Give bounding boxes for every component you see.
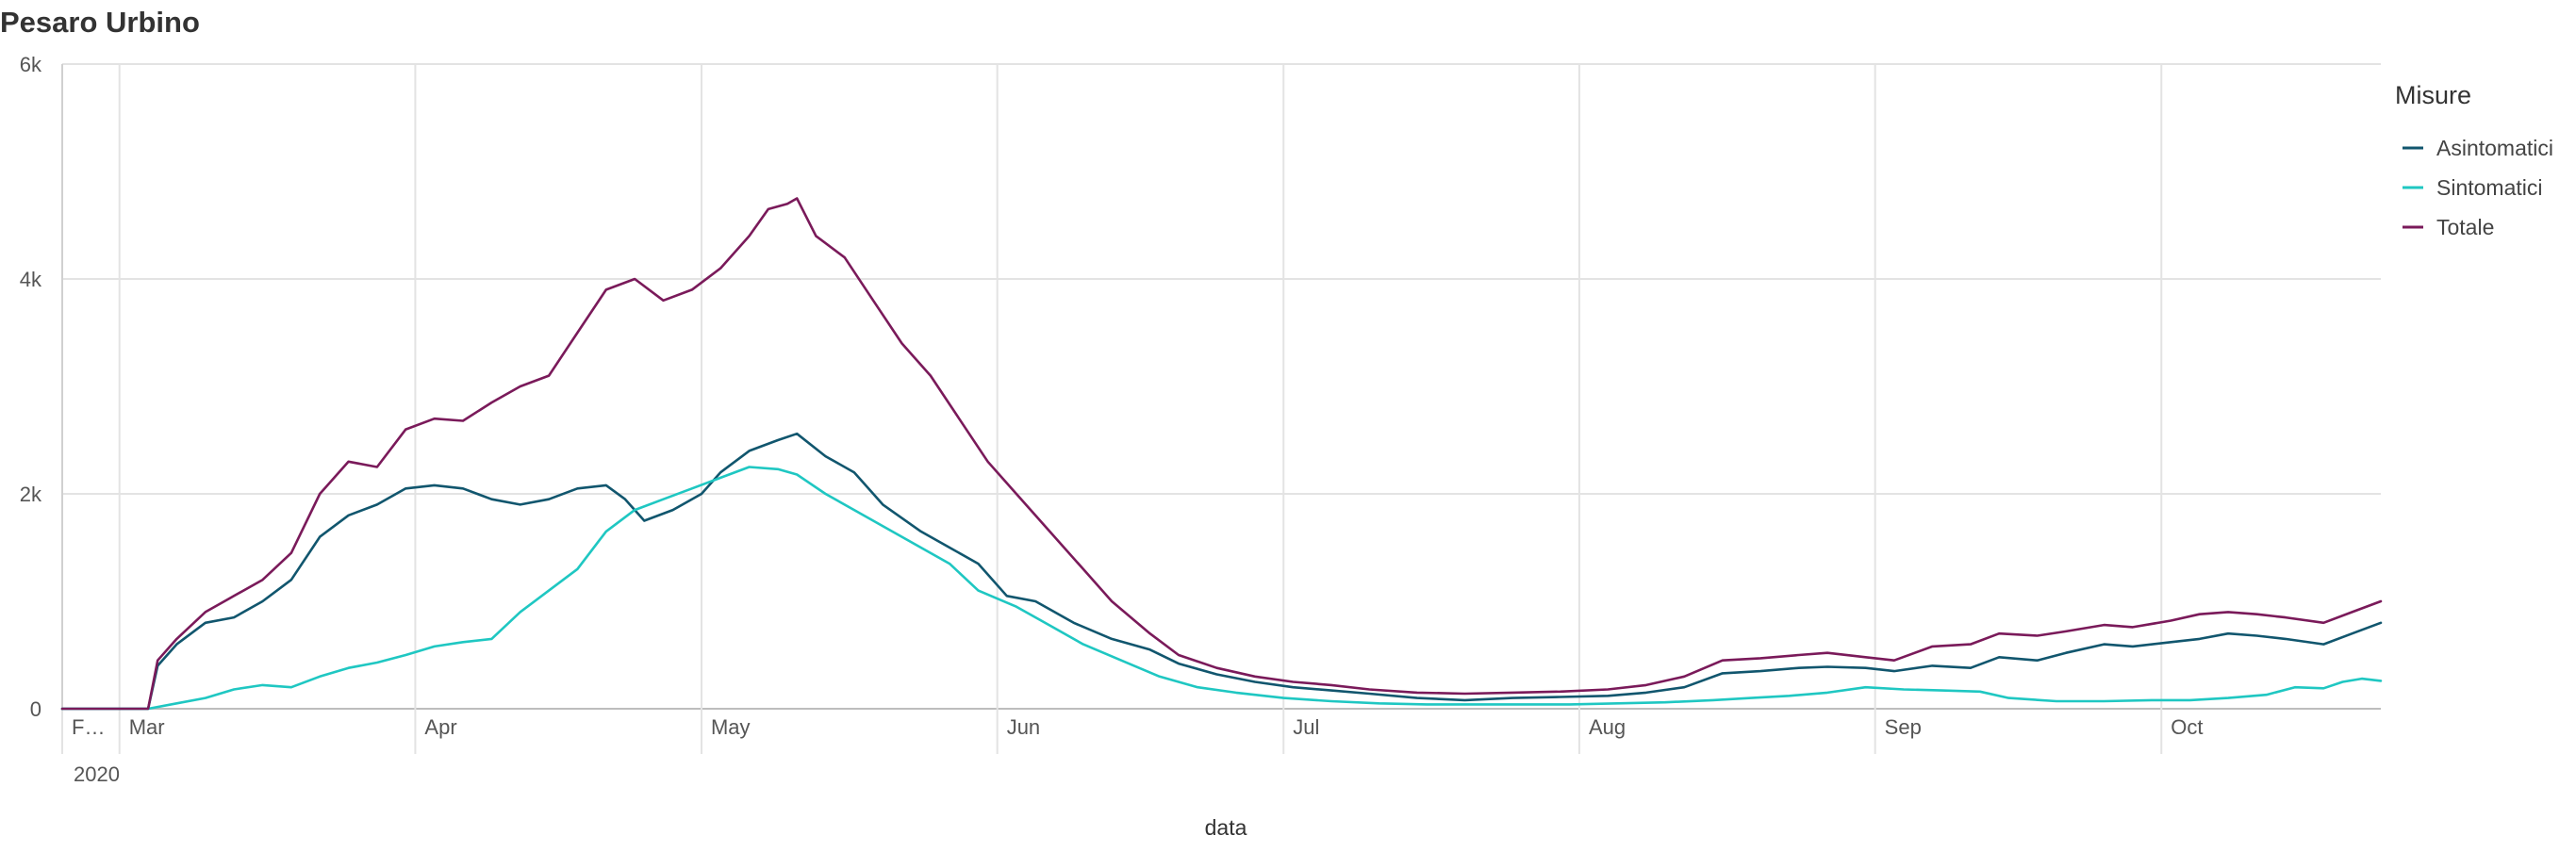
x-tick-label: F… — [72, 715, 105, 739]
series-line-totale — [60, 197, 2383, 711]
legend-entry-label: Totale — [2436, 215, 2494, 239]
legend-entry-label: Sintomatici — [2436, 175, 2542, 200]
y-tick-label: 2k — [20, 483, 42, 506]
y-tick-label: 6k — [20, 53, 42, 76]
axes: 0 2k 4k 6k F… Mar Apr May Jun Jul Aug Sep Oct — [20, 53, 2204, 739]
x-tick-label: Jul — [1293, 715, 1319, 739]
y-tick-label: 0 — [30, 697, 41, 721]
legend: Misure Asintomatici Sintomatici Totale — [2395, 81, 2553, 239]
y-tick-label: 4k — [20, 268, 42, 291]
series-line-sintomatici — [60, 466, 2383, 711]
legend-entry-label: Asintomatici — [2436, 136, 2553, 160]
legend-title: Misure — [2395, 81, 2471, 109]
x-tick-label: Aug — [1589, 715, 1626, 739]
x-tick-label: May — [711, 715, 751, 739]
chart-title: Pesaro Urbino — [0, 6, 200, 39]
x-tick-label: Sep — [1885, 715, 1922, 739]
series-lines — [60, 197, 2383, 711]
x-tick-label: Oct — [2171, 715, 2203, 739]
x-tick-label: Apr — [424, 715, 456, 739]
series-line-asintomatici — [60, 432, 2383, 711]
x-tick-label: Mar — [129, 715, 165, 739]
x-tick-label: Jun — [1007, 715, 1040, 739]
x-axis-year-label: 2020 — [74, 762, 120, 786]
gridlines — [61, 63, 2381, 754]
x-axis-title: data — [1205, 815, 1247, 840]
